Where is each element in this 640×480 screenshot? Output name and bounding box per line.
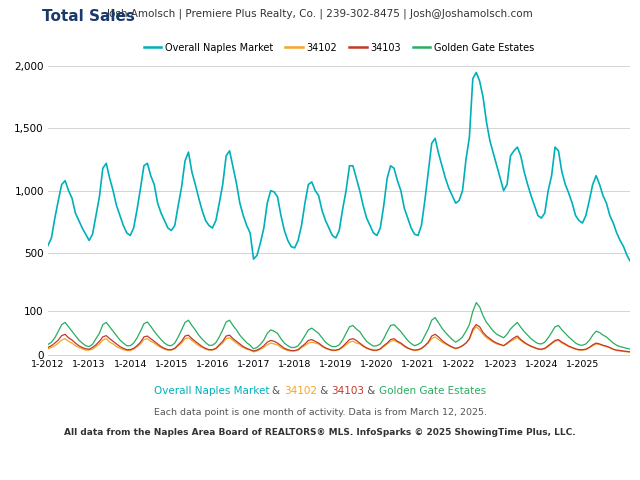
Text: &: & [273,386,284,396]
Text: Josh Amolsch | Premiere Plus Realty, Co. | 239-302-8475 | Josh@Joshamolsch.com: Josh Amolsch | Premiere Plus Realty, Co.… [107,9,533,19]
Text: 34102: 34102 [284,386,317,396]
Text: &: & [317,386,332,396]
Text: All data from the Naples Area Board of REALTORS® MLS. InfoSparks © 2025 ShowingT: All data from the Naples Area Board of R… [64,428,576,437]
Text: Golden Gate Estates: Golden Gate Estates [379,386,486,396]
Text: Total Sales: Total Sales [42,9,134,24]
Text: 34103: 34103 [332,386,365,396]
Text: Overall Naples Market: Overall Naples Market [154,386,273,396]
Text: &: & [365,386,379,396]
Legend: Overall Naples Market, 34102, 34103, Golden Gate Estates: Overall Naples Market, 34102, 34103, Gol… [140,39,538,57]
Text: Each data point is one month of activity. Data is from March 12, 2025.: Each data point is one month of activity… [154,408,486,417]
